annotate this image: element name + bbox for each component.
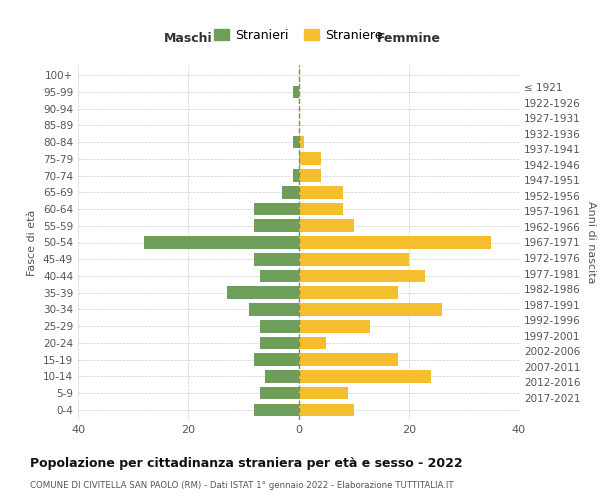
Bar bbox=[299, 370, 431, 382]
Bar bbox=[282, 186, 299, 198]
Bar bbox=[299, 220, 353, 232]
Bar bbox=[299, 303, 442, 316]
Legend: Stranieri, Straniere: Stranieri, Straniere bbox=[211, 25, 386, 46]
Bar bbox=[299, 253, 409, 266]
Bar bbox=[254, 220, 299, 232]
Bar bbox=[144, 236, 299, 249]
Bar bbox=[260, 270, 299, 282]
Y-axis label: Fasce di età: Fasce di età bbox=[28, 210, 37, 276]
Bar bbox=[299, 136, 304, 148]
Bar bbox=[293, 136, 299, 148]
Bar bbox=[299, 186, 343, 198]
Bar bbox=[299, 202, 343, 215]
Bar bbox=[299, 387, 348, 400]
Bar bbox=[260, 336, 299, 349]
Bar bbox=[254, 253, 299, 266]
Bar bbox=[299, 286, 398, 299]
Bar bbox=[265, 370, 299, 382]
Text: COMUNE DI CIVITELLA SAN PAOLO (RM) - Dati ISTAT 1° gennaio 2022 - Elaborazione T: COMUNE DI CIVITELLA SAN PAOLO (RM) - Dat… bbox=[30, 481, 454, 490]
Bar bbox=[227, 286, 299, 299]
Bar bbox=[260, 387, 299, 400]
Bar bbox=[254, 202, 299, 215]
Y-axis label: Anni di nascita: Anni di nascita bbox=[586, 201, 596, 284]
Bar bbox=[299, 320, 370, 332]
Text: Popolazione per cittadinanza straniera per età e sesso - 2022: Popolazione per cittadinanza straniera p… bbox=[30, 458, 463, 470]
Bar bbox=[299, 152, 320, 165]
Bar bbox=[254, 404, 299, 416]
Bar bbox=[293, 86, 299, 98]
Text: Maschi: Maschi bbox=[164, 32, 212, 45]
Bar bbox=[249, 303, 299, 316]
Bar bbox=[254, 354, 299, 366]
Bar bbox=[299, 270, 425, 282]
Bar bbox=[299, 169, 320, 182]
Bar bbox=[299, 336, 326, 349]
Bar bbox=[299, 354, 398, 366]
Bar bbox=[260, 320, 299, 332]
Bar bbox=[293, 169, 299, 182]
Text: Femmine: Femmine bbox=[377, 32, 441, 45]
Bar bbox=[299, 404, 353, 416]
Bar bbox=[299, 236, 491, 249]
